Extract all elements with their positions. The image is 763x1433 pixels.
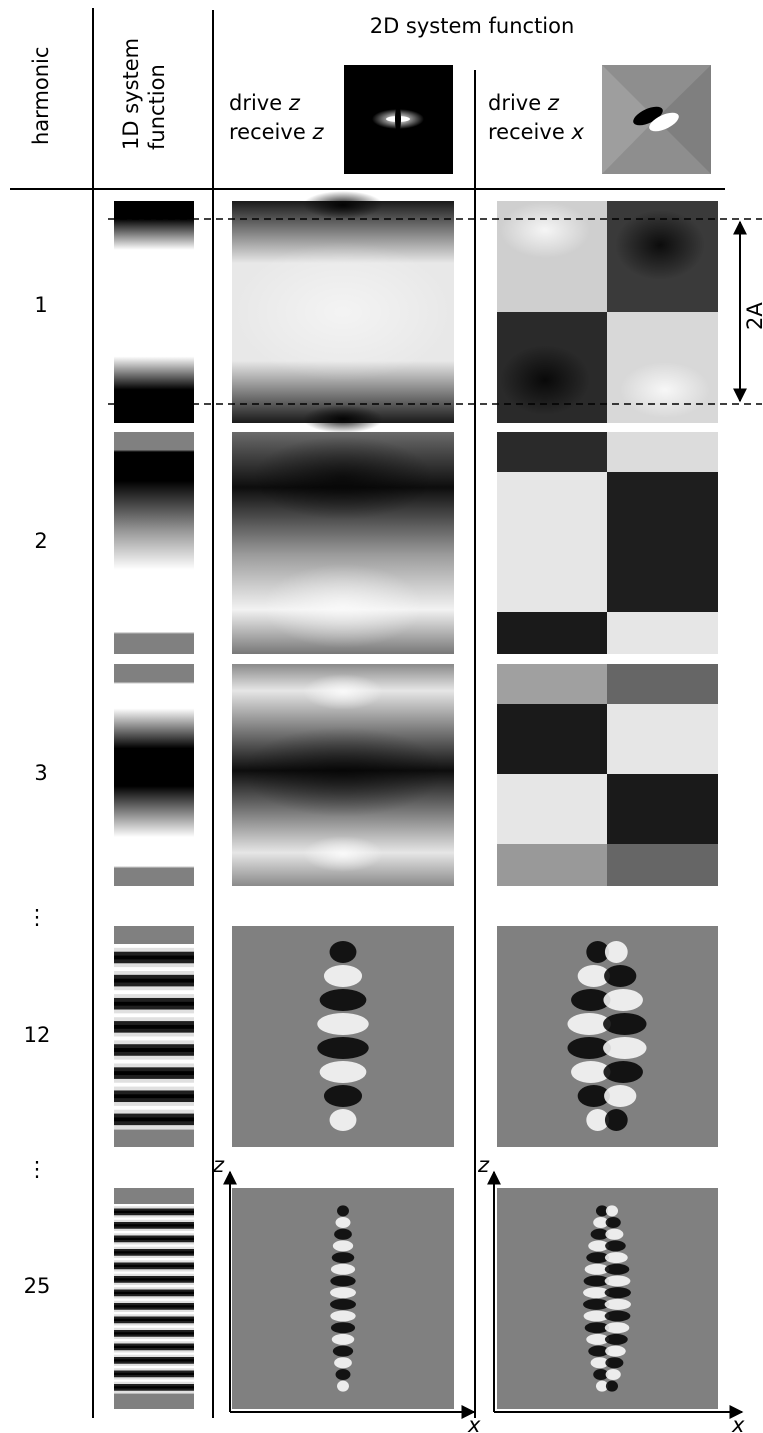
zz-column-header: drive z receive z	[229, 91, 324, 144]
zx-h1	[497, 201, 718, 423]
zx-h3	[497, 664, 718, 886]
svg-text:drive z: drive z	[229, 91, 301, 115]
harmonic-label-2: 2	[34, 529, 47, 553]
harmonic-label-25: 25	[24, 1274, 51, 1298]
sys1d-header-line2: function	[145, 64, 169, 150]
zx-z-axis-label: z	[477, 1153, 490, 1177]
zz-h3	[232, 664, 454, 886]
harmonic-label-3: 3	[34, 761, 47, 785]
svg-text:receive z: receive z	[229, 120, 324, 144]
zz-z-axis-label: z	[212, 1153, 225, 1177]
amplitude-label: 2A	[743, 302, 763, 330]
zz-receive-var: z	[311, 120, 324, 144]
zz-h25	[232, 1188, 454, 1409]
sys1d-h12	[114, 926, 194, 1147]
harmonic-header: harmonic	[29, 47, 53, 145]
zx-axes: z x	[477, 1153, 745, 1433]
zz-drive-label: drive	[229, 91, 282, 115]
zz-x-axis-label: x	[467, 1413, 481, 1433]
svg-text:receive x: receive x	[488, 120, 584, 144]
harmonic-ellipsis-1: ⋮	[27, 905, 48, 929]
sys2d-header: 2D system function	[370, 14, 575, 38]
zz-drive-var: z	[288, 91, 301, 115]
svg-text:drive z: drive z	[488, 91, 560, 115]
zz-h1	[232, 191, 454, 433]
zx-h25	[497, 1188, 718, 1409]
zx-kernel-thumbnail	[602, 65, 711, 174]
zx-receive-var: x	[570, 120, 584, 144]
zx-drive-label: drive	[488, 91, 541, 115]
zx-x-axis-label: x	[731, 1413, 745, 1433]
harmonic-label-12: 12	[24, 1023, 51, 1047]
zz-receive-label: receive	[229, 120, 306, 144]
zz-h12	[232, 926, 454, 1147]
zx-receive-label: receive	[488, 120, 565, 144]
sys1d-h25	[114, 1188, 194, 1409]
zx-column-header: drive z receive x	[488, 91, 584, 144]
zx-h2	[497, 432, 718, 654]
harmonic-label-1: 1	[34, 293, 47, 317]
zx-h12	[497, 926, 718, 1147]
zz-h2	[232, 432, 454, 654]
zx-drive-var: z	[547, 91, 560, 115]
sys1d-h2	[114, 432, 194, 654]
harmonic-ellipsis-2: ⋮	[27, 1157, 48, 1181]
zz-kernel-thumbnail	[344, 65, 453, 174]
sys1d-h3	[114, 664, 194, 886]
sys1d-h1	[114, 201, 194, 423]
zz-axes: z x	[212, 1153, 481, 1433]
sys1d-header-line1: 1D system	[119, 38, 143, 150]
